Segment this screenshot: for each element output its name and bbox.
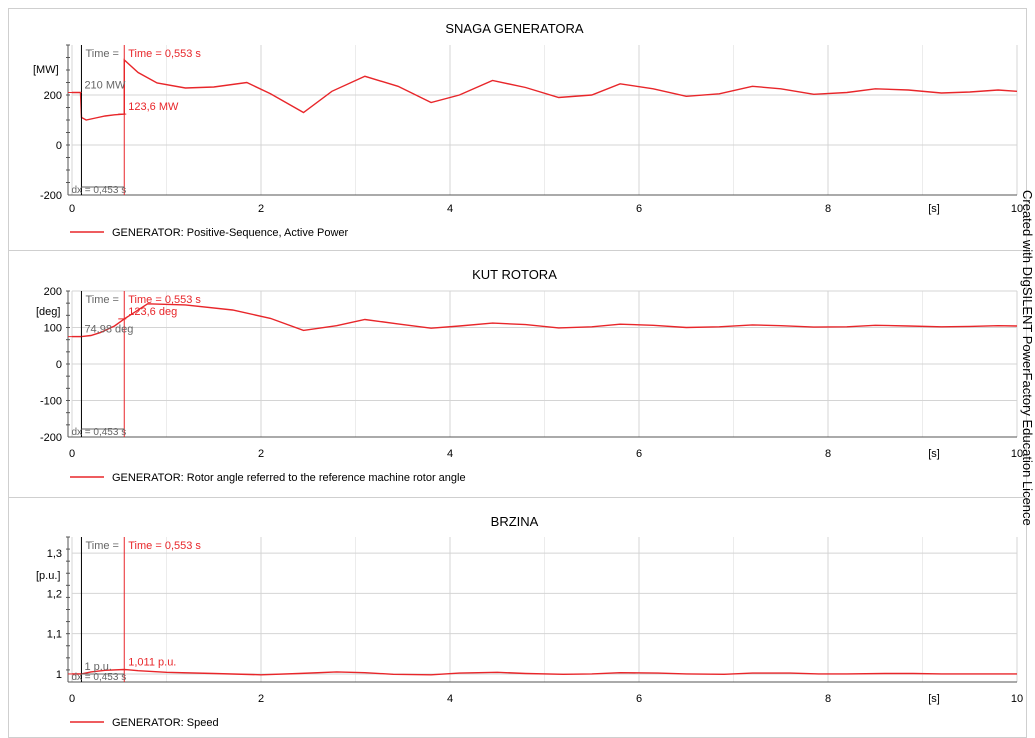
dx-label: dx = 0,453 s xyxy=(71,427,126,438)
x-unit-label: [s] xyxy=(928,448,940,460)
chart-panel-brzina: BRZINA 0 2 4 6 8 10 1 1,1 1,2 1,3 [p.u.] [s] Time = Ti… xyxy=(36,514,1023,729)
cursor-time-label: Time = 0,553 s xyxy=(128,48,201,60)
series-line xyxy=(72,668,1017,676)
cursor-time-label: Time = 0,553 s xyxy=(128,540,201,552)
y-tick-label: 100 xyxy=(44,323,62,335)
cursor-value-label: 1,011 p.u. xyxy=(128,657,176,669)
x-tick-label: 0 xyxy=(69,203,75,215)
series-line xyxy=(72,58,1018,121)
x-tick-label: 2 xyxy=(258,448,264,460)
x-tick-label: 10 xyxy=(1011,448,1023,460)
cursor-value-label: 123,6 MW xyxy=(128,101,179,113)
x-unit-label: [s] xyxy=(928,693,940,705)
y-tick-label: -100 xyxy=(40,396,62,408)
y-tick-label: 0 xyxy=(56,140,62,152)
reference-time-label: Time = xyxy=(85,294,119,306)
x-unit-label: [s] xyxy=(928,203,940,215)
y-tick-label: 0 xyxy=(56,359,62,371)
y-unit-label: [p.u.] xyxy=(36,570,60,582)
x-tick-label: 2 xyxy=(258,203,264,215)
watermark-text: Created with DIgSILENT PowerFactory Educ… xyxy=(1020,190,1035,526)
y-tick-label: -200 xyxy=(40,432,62,444)
chart-panel-snaga-generatora: SNAGA GENERATORA 0 2 4 6 8 10 -200 0 200 [MW] [s] Ti… xyxy=(33,21,1023,239)
reference-time-label: Time = xyxy=(85,48,119,60)
chart-title: SNAGA GENERATORA xyxy=(445,21,584,36)
legend-label: GENERATOR: Positive-Sequence, Active Pow… xyxy=(112,227,349,239)
cursor-time-label: Time = 0,553 s xyxy=(128,294,201,306)
legend-label: GENERATOR: Rotor angle referred to the r… xyxy=(112,472,466,484)
page-border xyxy=(8,8,1027,738)
y-tick-label: 1,1 xyxy=(47,629,62,641)
reference-value-label: 1 p.u. xyxy=(84,661,112,673)
x-tick-label: 4 xyxy=(447,448,453,460)
chart-title: BRZINA xyxy=(491,514,539,529)
x-tick-label: 8 xyxy=(825,448,831,460)
y-unit-label: [MW] xyxy=(33,64,59,76)
x-tick-label: 4 xyxy=(447,203,453,215)
dx-label: dx = 0,453 s xyxy=(71,672,126,683)
series-line xyxy=(72,303,1018,338)
y-tick-label: 200 xyxy=(44,286,62,298)
reference-value-label: 74,98 deg xyxy=(84,324,133,336)
y-tick-label: 1 xyxy=(56,669,62,681)
y-tick-label: 1,2 xyxy=(47,588,62,600)
x-tick-label: 0 xyxy=(69,448,75,460)
x-tick-label: 6 xyxy=(636,448,642,460)
y-unit-label: [deg] xyxy=(36,306,60,318)
x-tick-label: 0 xyxy=(69,693,75,705)
x-tick-label: 10 xyxy=(1011,693,1023,705)
y-tick-label: 1,3 xyxy=(47,548,62,560)
reference-value-label: 210 MW xyxy=(84,80,126,92)
chart-panel-kut-rotora: KUT ROTORA 0 2 4 6 8 10 -200 -100 0 100 200 [deg] [s]… xyxy=(36,267,1023,484)
y-tick-label: -200 xyxy=(40,190,62,202)
x-tick-label: 8 xyxy=(825,693,831,705)
x-tick-label: 10 xyxy=(1011,203,1023,215)
reference-time-label: Time = xyxy=(85,540,119,552)
x-tick-label: 4 xyxy=(447,693,453,705)
cursor-value-label: 123,6 deg xyxy=(128,306,177,318)
legend-label: GENERATOR: Speed xyxy=(112,717,219,729)
chart-title: KUT ROTORA xyxy=(472,267,557,282)
x-tick-label: 6 xyxy=(636,693,642,705)
x-tick-label: 8 xyxy=(825,203,831,215)
dx-label: dx = 0,453 s xyxy=(71,185,126,196)
x-tick-label: 6 xyxy=(636,203,642,215)
y-tick-label: 200 xyxy=(44,90,62,102)
x-tick-label: 2 xyxy=(258,693,264,705)
